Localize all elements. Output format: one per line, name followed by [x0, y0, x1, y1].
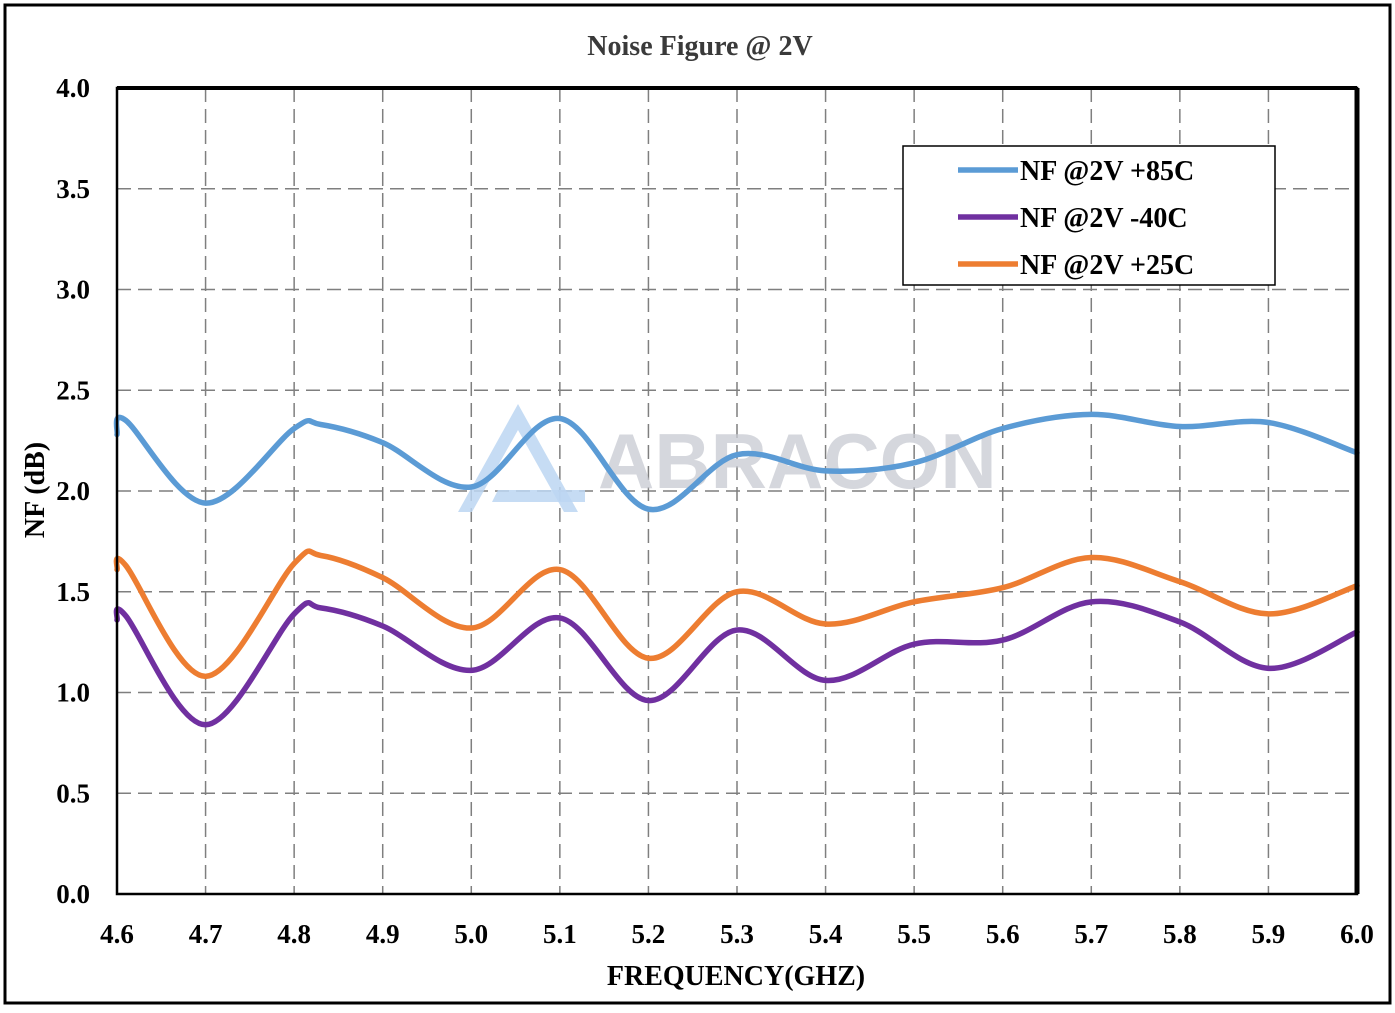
plot-area-frame — [115, 86, 1360, 896]
y-tick-label: 2.0 — [56, 476, 90, 506]
x-axis-ticks: 4.6 4.7 4.8 4.9 5.0 5.1 5.2 5.3 5.4 5.5 5.6 5.7 5.8 5… — [100, 919, 1374, 949]
series-line-1 — [113, 598, 1360, 728]
x-tick-label: 5.0 — [454, 919, 488, 949]
chart-title: Noise Figure @ 2V — [587, 31, 812, 62]
y-axis-label: NF (dB) — [20, 442, 51, 538]
x-tick-label: 5.9 — [1252, 919, 1286, 949]
legend: NF @2V +85C NF @2V -40C NF @2V +25C — [902, 145, 1276, 286]
x-tick-label: 5.5 — [897, 919, 931, 949]
x-tick-label: 4.7 — [189, 919, 223, 949]
y-tick-label: 4.0 — [56, 73, 90, 103]
x-tick-label: 5.8 — [1163, 919, 1197, 949]
y-tick-label: 0.0 — [56, 879, 90, 909]
legend-label-0: NF @2V +85C — [1020, 156, 1194, 187]
x-tick-label: 5.2 — [632, 919, 666, 949]
y-tick-label: 3.0 — [56, 275, 90, 305]
watermark-text: ABRACON — [598, 417, 997, 505]
y-tick-label: 3.5 — [56, 174, 90, 204]
y-axis-ticks: 0.0 0.5 1.0 1.5 2.0 2.5 3.0 3.5 4.0 — [56, 73, 90, 909]
x-axis-label: FREQUENCY(GHZ) — [607, 961, 865, 992]
x-tick-label: 5.6 — [986, 919, 1020, 949]
y-tick-label: 1.5 — [56, 577, 90, 607]
x-tick-label: 4.9 — [366, 919, 400, 949]
legend-label-1: NF @2V -40C — [1020, 203, 1188, 234]
x-tick-label: 5.7 — [1074, 919, 1108, 949]
series-line-0 — [113, 411, 1360, 513]
x-tick-label: 5.3 — [720, 919, 754, 949]
watermark: ABRACON — [458, 404, 997, 512]
series-group — [113, 411, 1360, 728]
watermark-logo-bar — [492, 490, 585, 502]
series-line-2 — [113, 548, 1360, 680]
x-tick-label: 5.1 — [543, 919, 577, 949]
y-tick-label: 2.5 — [56, 375, 90, 405]
x-tick-label: 4.8 — [277, 919, 311, 949]
x-tick-label: 5.4 — [809, 919, 843, 949]
y-tick-label: 0.5 — [56, 778, 90, 808]
y-tick-label: 1.0 — [56, 678, 90, 708]
legend-label-2: NF @2V +25C — [1020, 250, 1194, 281]
x-tick-label: 4.6 — [100, 919, 134, 949]
x-tick-label: 6.0 — [1340, 919, 1374, 949]
